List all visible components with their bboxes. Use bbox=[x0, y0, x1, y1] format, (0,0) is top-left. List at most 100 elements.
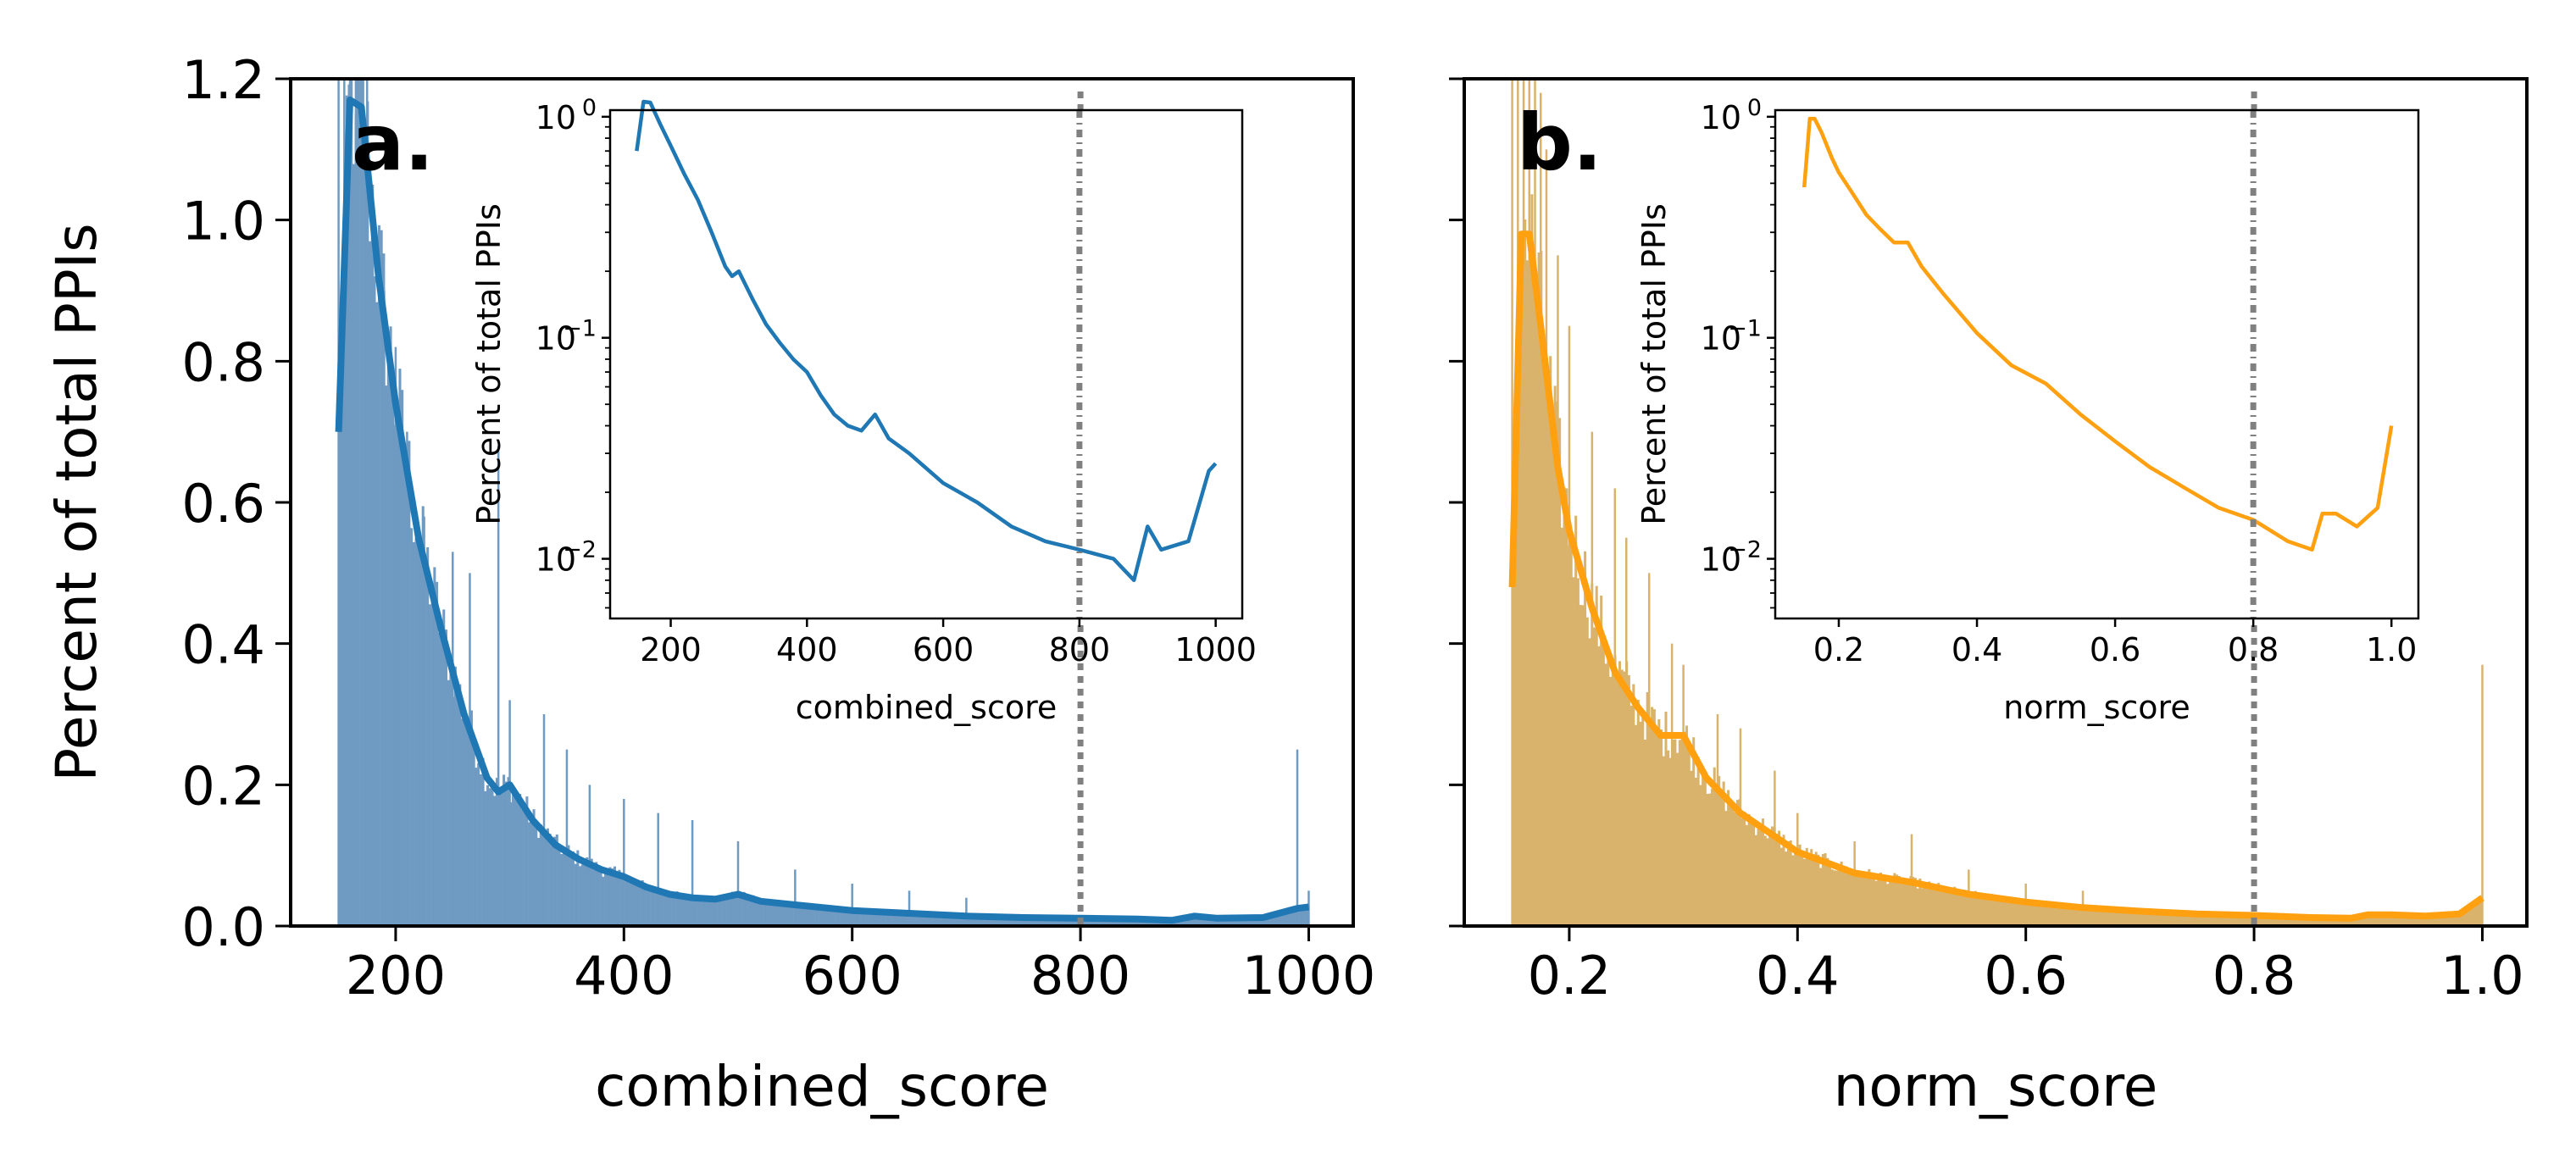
histogram-bar bbox=[1706, 794, 1709, 926]
histogram-bar bbox=[630, 877, 633, 926]
histogram-bar bbox=[2184, 912, 2187, 926]
histogram-bar bbox=[2124, 912, 2127, 926]
histogram-bar bbox=[1022, 917, 1025, 926]
histogram-bar bbox=[2274, 916, 2278, 926]
histogram-bar bbox=[1024, 916, 1028, 926]
histogram-bar bbox=[978, 916, 981, 926]
histogram-bar bbox=[1651, 707, 1654, 926]
histogram-bar bbox=[2341, 918, 2345, 926]
histogram-bar bbox=[2318, 917, 2321, 926]
histogram-bar bbox=[1585, 617, 1589, 926]
histogram-bar bbox=[946, 916, 949, 926]
histogram-bar bbox=[1833, 870, 1836, 926]
histogram-bar bbox=[821, 907, 824, 926]
histogram-bar bbox=[1829, 866, 1832, 926]
density-curve bbox=[1508, 230, 2484, 922]
histogram-bar bbox=[373, 276, 376, 926]
panel-a: 0.0 0.2 0.4 0.6 0.8 1.0 1.2 200 400 600 800 1000 com… bbox=[44, 49, 1376, 1119]
histogram-bar bbox=[2384, 915, 2389, 926]
histogram-bar bbox=[1013, 916, 1016, 926]
histogram-bar bbox=[2147, 910, 2151, 926]
histogram-bar bbox=[1560, 527, 1563, 926]
histogram-bar bbox=[1837, 868, 1840, 926]
histogram-bar bbox=[837, 907, 841, 926]
histogram-bar bbox=[1812, 854, 1815, 926]
histogram-bar bbox=[2323, 917, 2326, 926]
histogram-bar bbox=[2403, 915, 2407, 926]
histogram-bar bbox=[2339, 918, 2342, 926]
histogram-bar bbox=[2106, 910, 2109, 926]
histogram-bar bbox=[789, 904, 792, 926]
histogram-bar bbox=[1757, 829, 1760, 926]
histogram-bar bbox=[1685, 725, 1689, 926]
histogram-bar bbox=[1678, 740, 1681, 926]
histogram-bar bbox=[1890, 879, 1894, 926]
inset-x-tick-label: 200 bbox=[640, 631, 702, 668]
x-tick-label: 1000 bbox=[1242, 945, 1376, 1006]
histogram-bar bbox=[675, 891, 679, 926]
histogram-bar bbox=[2475, 904, 2479, 926]
histogram-bar bbox=[1597, 646, 1601, 926]
histogram-bar bbox=[1664, 711, 1668, 926]
histogram-bar bbox=[1990, 894, 1993, 926]
histogram-bar bbox=[2202, 914, 2206, 926]
inset-y-tick-exponent: −2 bbox=[563, 537, 597, 563]
histogram-bar bbox=[1937, 883, 1940, 926]
histogram-bar bbox=[872, 910, 875, 926]
histogram-bar bbox=[472, 742, 475, 926]
histogram-bar bbox=[579, 866, 582, 926]
histogram-bar bbox=[1595, 585, 1598, 926]
inset-x-axis-label: combined_score bbox=[796, 689, 1058, 726]
histogram-bar bbox=[1729, 803, 1732, 926]
histogram-bar bbox=[1267, 917, 1270, 926]
histogram-bar bbox=[1948, 891, 1951, 926]
inset-y-tick-label: 10 bbox=[1701, 320, 1741, 358]
density-curve bbox=[335, 97, 1309, 924]
y-tick-label: 1.2 bbox=[181, 49, 265, 111]
histogram-bar bbox=[1152, 920, 1155, 926]
histogram-bar bbox=[2352, 918, 2356, 926]
histogram-bar bbox=[758, 901, 762, 926]
histogram-bar bbox=[724, 897, 727, 926]
histogram-bar bbox=[2170, 913, 2174, 926]
histogram-bar bbox=[341, 355, 344, 926]
histogram-bar bbox=[1668, 757, 1672, 926]
histogram-bar bbox=[1801, 851, 1804, 926]
histogram-bar bbox=[863, 911, 866, 926]
histogram-bar bbox=[2415, 916, 2418, 926]
histogram-bar bbox=[1690, 770, 1693, 926]
histogram-bar bbox=[1003, 916, 1007, 926]
histogram-bar bbox=[453, 666, 457, 926]
histogram-bar bbox=[1759, 830, 1763, 926]
histogram-bar bbox=[500, 787, 503, 926]
histogram-bar bbox=[1874, 880, 1878, 926]
histogram-bar bbox=[1579, 604, 1582, 926]
histogram-bar bbox=[357, 79, 360, 926]
histogram-bar bbox=[1623, 671, 1626, 926]
histogram-bar bbox=[2055, 905, 2058, 926]
histogram-bar bbox=[408, 441, 411, 926]
histogram-bar bbox=[1863, 877, 1866, 926]
histogram-bar bbox=[791, 904, 794, 926]
histogram-bar bbox=[1031, 916, 1035, 926]
histogram-bar bbox=[768, 900, 771, 926]
histogram-bar bbox=[2018, 901, 2021, 926]
histogram-bar bbox=[694, 900, 697, 926]
histogram-bar bbox=[2034, 905, 2037, 926]
histogram-bar bbox=[636, 882, 640, 926]
histogram-bar bbox=[426, 547, 430, 926]
histogram-bar bbox=[2230, 914, 2234, 926]
histogram-bar bbox=[1766, 838, 1769, 926]
histogram-bar bbox=[2445, 913, 2448, 926]
x-tick-label: 0.4 bbox=[1756, 945, 1840, 1006]
histogram-bar bbox=[539, 824, 542, 926]
histogram-bar bbox=[398, 369, 402, 926]
histogram-bar bbox=[2406, 916, 2409, 926]
inset-x-tick-label: 0.2 bbox=[1813, 631, 1864, 668]
histogram-bar bbox=[858, 908, 861, 926]
histogram-bar bbox=[975, 916, 979, 926]
histogram-bar bbox=[828, 910, 831, 926]
histogram-bar bbox=[2078, 905, 2081, 926]
histogram-bar bbox=[1251, 918, 1254, 926]
histogram-bar bbox=[1902, 878, 1906, 926]
